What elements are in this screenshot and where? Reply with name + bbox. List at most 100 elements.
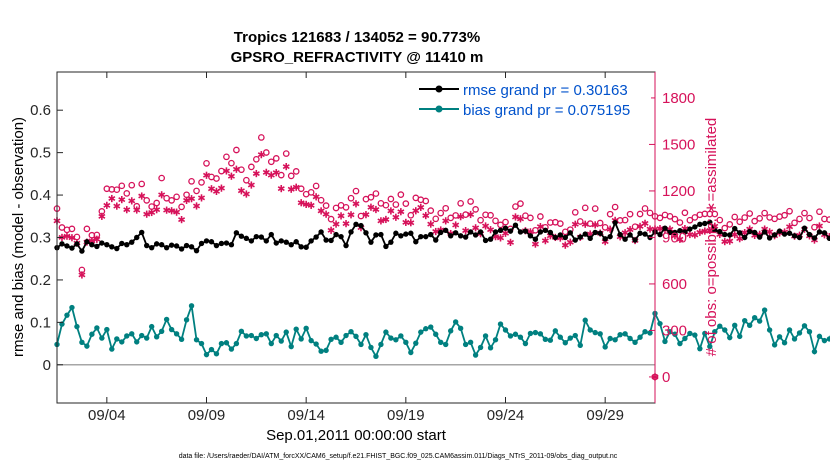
possible-obs-point bbox=[736, 218, 744, 226]
asterisk-stroke bbox=[128, 198, 136, 204]
rmse-point bbox=[811, 235, 818, 241]
bias-point bbox=[467, 339, 474, 346]
rmse-point bbox=[672, 229, 678, 236]
assimilated-obs-point bbox=[581, 220, 589, 228]
bias-point bbox=[622, 331, 628, 337]
bias-point bbox=[313, 341, 319, 347]
assimilated-obs-point bbox=[626, 226, 634, 234]
assimilated-obs-point bbox=[103, 201, 111, 209]
bias-point bbox=[198, 340, 205, 347]
possible-obs-point bbox=[641, 205, 649, 212]
possible-obs-point bbox=[252, 155, 260, 163]
y-tick-right-label: 1500 bbox=[662, 136, 695, 153]
assimilated-obs-point bbox=[392, 213, 400, 221]
assimilated-obs-point bbox=[158, 191, 166, 199]
assimilated-obs-point bbox=[78, 271, 86, 279]
asterisk-stroke bbox=[327, 227, 335, 233]
bias-point bbox=[69, 304, 75, 311]
y-tick-label: 0 bbox=[43, 357, 51, 374]
possible-obs-point bbox=[666, 213, 674, 220]
possible-obs-point bbox=[68, 225, 76, 233]
rmse-point bbox=[791, 233, 798, 239]
asterisk-stroke bbox=[282, 164, 290, 170]
asterisk-stroke bbox=[726, 238, 734, 244]
possible-obs-point bbox=[198, 179, 205, 186]
rmse-series bbox=[54, 219, 830, 254]
bias-point bbox=[617, 331, 623, 338]
rmse-point bbox=[552, 234, 559, 241]
bias-point bbox=[457, 325, 464, 332]
bias-point bbox=[134, 339, 140, 345]
bias-point bbox=[64, 312, 70, 318]
asterisk-stroke bbox=[317, 208, 325, 214]
rmse-point bbox=[557, 232, 564, 238]
assimilated-obs-point bbox=[257, 151, 265, 159]
asterisk-stroke bbox=[292, 184, 300, 190]
possible-obs-point bbox=[123, 190, 131, 197]
assimilated-obs-point bbox=[487, 226, 495, 234]
possible-obs-point bbox=[118, 182, 126, 190]
asterisk-stroke bbox=[581, 221, 589, 227]
bias-point bbox=[462, 341, 469, 348]
rmse-point bbox=[383, 243, 389, 250]
assimilated-obs-point bbox=[183, 196, 191, 204]
bias-point bbox=[373, 353, 379, 360]
assimilated-obs-point bbox=[307, 201, 315, 209]
asterisk-stroke bbox=[457, 214, 465, 220]
possible-obs-point bbox=[581, 204, 589, 212]
assimilated-obs-point bbox=[566, 238, 574, 246]
bias-point bbox=[707, 343, 713, 350]
bias-point bbox=[597, 331, 603, 337]
bias-point bbox=[104, 326, 110, 333]
assimilated-obs-point bbox=[252, 169, 260, 178]
rmse-point bbox=[233, 230, 240, 236]
rmse-point bbox=[268, 231, 274, 238]
asterisk-stroke bbox=[412, 208, 420, 214]
bias-point bbox=[218, 340, 225, 347]
rmse-point bbox=[657, 231, 663, 238]
possible-obs-point bbox=[746, 210, 754, 217]
bias-point bbox=[592, 329, 598, 336]
possible-obs-point bbox=[427, 207, 435, 214]
possible-obs-point bbox=[228, 159, 235, 167]
asterisk-stroke bbox=[158, 192, 166, 198]
asterisk-stroke bbox=[312, 194, 320, 200]
bias-point bbox=[413, 340, 419, 346]
bias-point bbox=[213, 351, 220, 357]
x-axis: 09/04 09/09 09/14 09/19 09/24 09/29 bbox=[88, 72, 624, 424]
rmse-point bbox=[104, 242, 110, 248]
assimilated-obs-point bbox=[217, 184, 225, 192]
assimilated-obs-point bbox=[327, 226, 335, 234]
rmse-point bbox=[577, 234, 583, 240]
rmse-point bbox=[722, 231, 728, 238]
possible-obs-point bbox=[402, 200, 410, 207]
rmse-point bbox=[203, 238, 210, 244]
bias-point bbox=[692, 332, 698, 338]
assimilated-obs-point bbox=[242, 190, 250, 198]
bias-point bbox=[428, 324, 434, 330]
bias-point bbox=[148, 323, 155, 330]
rmse-point bbox=[667, 229, 673, 236]
bias-point bbox=[338, 339, 344, 346]
bias-point bbox=[507, 333, 514, 339]
rmse-point bbox=[717, 228, 723, 235]
legend-bias-label: bias grand pr = 0.075195 bbox=[463, 102, 630, 119]
rmse-point bbox=[732, 225, 738, 232]
bias-point bbox=[208, 346, 215, 353]
asterisk-stroke bbox=[591, 222, 599, 228]
assimilated-obs-point bbox=[138, 192, 146, 200]
bias-point bbox=[193, 337, 200, 343]
bias-point bbox=[642, 329, 648, 335]
bias-point bbox=[816, 333, 823, 340]
asterisk-stroke bbox=[442, 218, 450, 224]
rmse-point bbox=[482, 237, 489, 244]
possible-obs-point bbox=[517, 200, 524, 207]
y-tick-right-label: 600 bbox=[662, 276, 687, 293]
possible-obs-point bbox=[138, 180, 146, 188]
rmse-point bbox=[79, 248, 85, 254]
asterisk-stroke bbox=[362, 212, 370, 218]
rmse-point bbox=[642, 231, 648, 237]
rmse-point bbox=[398, 233, 404, 239]
assimilated-obs-point bbox=[227, 172, 235, 180]
